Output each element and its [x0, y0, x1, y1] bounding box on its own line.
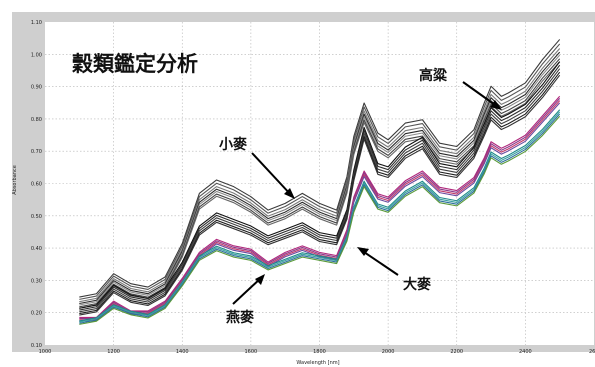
y-tick-label: 1.10 [31, 20, 42, 26]
annotation-label: 燕麥 [226, 309, 255, 326]
chart-title: 穀類鑑定分析 [72, 52, 198, 76]
x-tick-label: 26 [589, 349, 595, 355]
x-tick-label: 2200 [450, 349, 463, 355]
annotation-arrow [232, 276, 263, 305]
annotation-arrowhead [255, 274, 265, 285]
y-tick-label: 0.70 [31, 149, 42, 155]
series-line-4 [79, 115, 561, 325]
series-line-1 [79, 39, 561, 298]
y-tick-label: 0.60 [31, 182, 42, 188]
y-axis-label: Absorbance [12, 165, 18, 195]
x-tick-label: 2400 [519, 349, 532, 355]
annotations: 小麥 高粱 大麥 燕麥 [219, 67, 502, 326]
x-tick-label: 1200 [107, 349, 120, 355]
annotation-arrowhead [357, 247, 369, 256]
x-ticks: 1000 1200 1400 1600 1800 2000 2200 2400 26 [39, 349, 595, 355]
y-tick-label: 0.90 [31, 85, 42, 91]
annotation-label: 高粱 [419, 67, 448, 84]
y-tick-label: 1.00 [31, 52, 42, 58]
x-axis-label: Wavelength [nm] [296, 360, 339, 366]
annotation-label: 大麥 [403, 276, 432, 293]
series-layer [79, 39, 561, 325]
x-tick-label: 1800 [313, 349, 326, 355]
x-tick-label: 1400 [176, 349, 189, 355]
x-tick-label: 1600 [245, 349, 258, 355]
x-tick-label: 1000 [39, 349, 52, 355]
series-line-1 [79, 43, 561, 300]
x-tick-label: 2000 [382, 349, 395, 355]
series-line-2 [79, 74, 561, 316]
annotation-arrow [462, 81, 499, 108]
annotation-arrow [251, 152, 293, 197]
y-tick-label: 0.40 [31, 246, 42, 252]
annotation-arrow [360, 249, 399, 276]
grid [45, 22, 594, 345]
y-tick-label: 0.10 [31, 343, 42, 349]
y-tick-label: 0.80 [31, 117, 42, 123]
annotation-arrowhead [490, 100, 502, 110]
y-tick-label: 0.20 [31, 311, 42, 317]
annotation-arrowhead [284, 188, 295, 199]
y-tick-label: 0.30 [31, 278, 42, 284]
annotation-label: 小麥 [219, 136, 248, 153]
y-tick-label: 0.50 [31, 214, 42, 220]
y-ticks: 0.10 0.20 0.30 0.40 0.50 0.60 0.70 0.80 0.90 1.00… [31, 20, 42, 349]
